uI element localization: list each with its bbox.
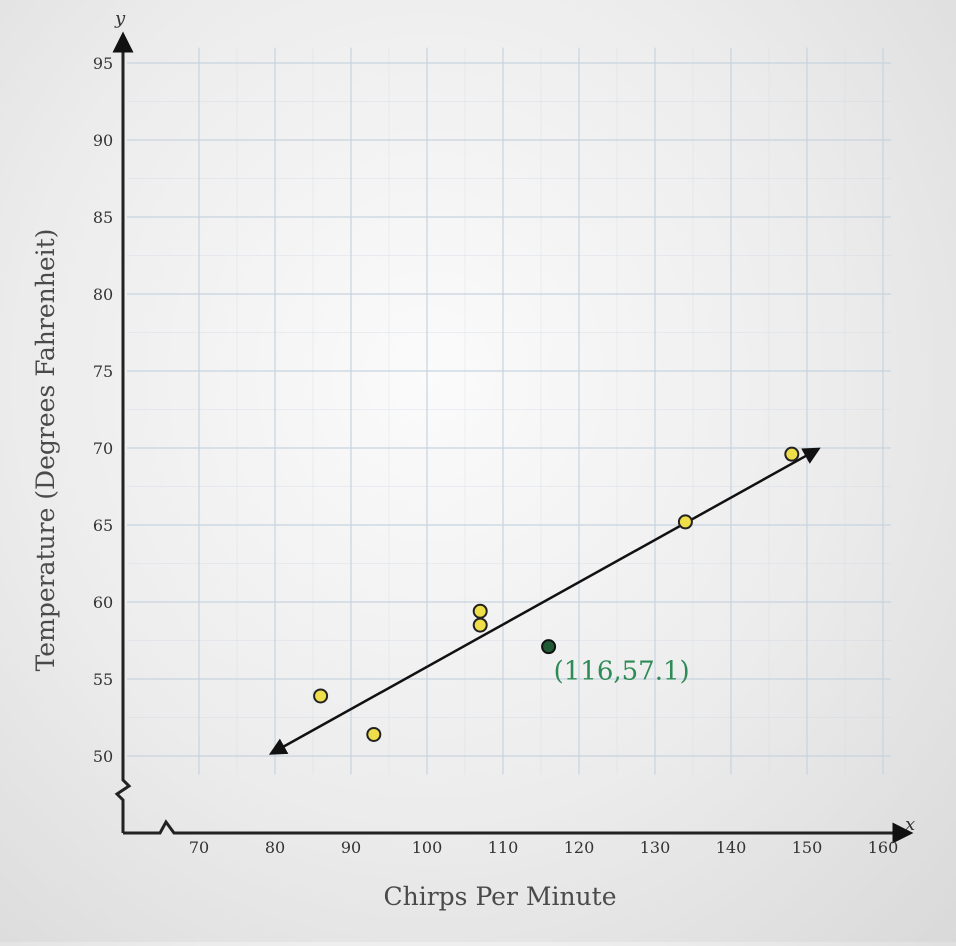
x-tick-labels: 70 80 90 100 110 120 130 140 150 160 [189,838,898,857]
x-axis-line [123,819,914,844]
highlight-data-point [541,639,557,655]
x-tick-label-110: 110 [488,838,519,857]
x-tick-label-120: 120 [564,838,595,857]
grid-lines [127,47,891,775]
data-point-5 [677,514,693,530]
y-tick-label-80: 80 [93,285,113,304]
y-tick-label-70: 70 [93,439,113,458]
x-tick-label-80: 80 [265,838,285,857]
data-point-6 [784,446,800,462]
x-axis-letter: x [905,814,915,835]
y-tick-label-95: 95 [93,54,113,73]
y-tick-label-60: 60 [93,593,113,612]
y-tick-label-55: 55 [93,670,113,689]
trend-line-group [268,447,821,755]
data-point-1 [313,688,329,704]
y-tick-label-90: 90 [93,131,113,150]
y-axis-title: Temperature (Degrees Fahrenheit) [31,229,60,672]
y-tick-label-85: 85 [93,208,113,227]
y-tick-label-50: 50 [93,747,113,766]
x-axis-title: Chirps Per Minute [384,882,617,911]
x-tick-label-130: 130 [640,838,671,857]
trend-line [268,447,821,755]
highlight-point-label: (116,57.1) [554,657,690,687]
x-tick-label-140: 140 [716,838,747,857]
data-point-3 [472,603,488,619]
y-tick-label-65: 65 [93,516,113,535]
data-point-2 [366,726,382,742]
x-tick-label-160: 160 [868,838,899,857]
data-point-4 [472,617,488,633]
y-tick-label-75: 75 [93,362,113,381]
x-tick-label-70: 70 [189,838,209,857]
y-axis-line [112,31,134,833]
x-tick-label-100: 100 [412,838,443,857]
x-tick-label-150: 150 [792,838,823,857]
data-points [313,446,800,742]
x-tick-label-90: 90 [341,838,361,857]
axes [112,31,914,844]
y-axis-letter: y [114,8,126,29]
y-tick-labels: 50 55 60 65 70 75 80 85 90 95 [93,54,113,766]
